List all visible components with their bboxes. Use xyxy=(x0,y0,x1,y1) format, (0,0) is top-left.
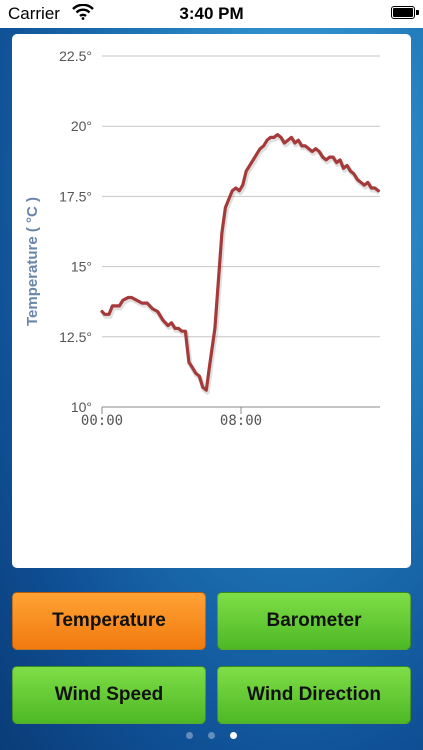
status-bar: Carrier 3:40 PM xyxy=(0,0,423,28)
y-tick-label: 17.5° xyxy=(59,188,92,204)
barometer-button[interactable]: Barometer xyxy=(217,592,411,650)
temperature-chart: 10° 12.5° 15° 17.5° 20° 22.5° Temperature ( °C… xyxy=(24,48,381,429)
wind-speed-button[interactable]: Wind Speed xyxy=(12,666,206,724)
page-dot[interactable] xyxy=(186,732,193,739)
temperature-button[interactable]: Temperature xyxy=(12,592,206,650)
y-tick-label: 22.5° xyxy=(59,48,92,64)
status-time: 3:40 PM xyxy=(179,4,244,23)
y-tick-label: 20° xyxy=(71,118,92,134)
page-control[interactable] xyxy=(0,732,423,742)
y-axis-label: Temperature ( °C ) xyxy=(24,197,41,326)
wifi-icon xyxy=(72,3,94,25)
temperature-chart-card: 10° 12.5° 15° 17.5° 20° 22.5° Temperature ( °C… xyxy=(12,34,411,568)
wind-direction-button[interactable]: Wind Direction xyxy=(217,666,411,724)
x-tick-label: 08:00 xyxy=(220,413,262,429)
x-tick-label: 00:00 xyxy=(81,413,123,429)
page-dot[interactable] xyxy=(208,732,215,739)
y-tick-label: 12.5° xyxy=(59,329,92,345)
page-dot[interactable] xyxy=(230,732,237,739)
y-tick-label: 10° xyxy=(71,399,92,415)
series-shadow xyxy=(101,134,381,395)
carrier-label: Carrier xyxy=(8,4,60,23)
y-tick-label: 15° xyxy=(71,259,92,275)
battery-icon xyxy=(391,6,419,19)
series-line xyxy=(100,132,380,392)
